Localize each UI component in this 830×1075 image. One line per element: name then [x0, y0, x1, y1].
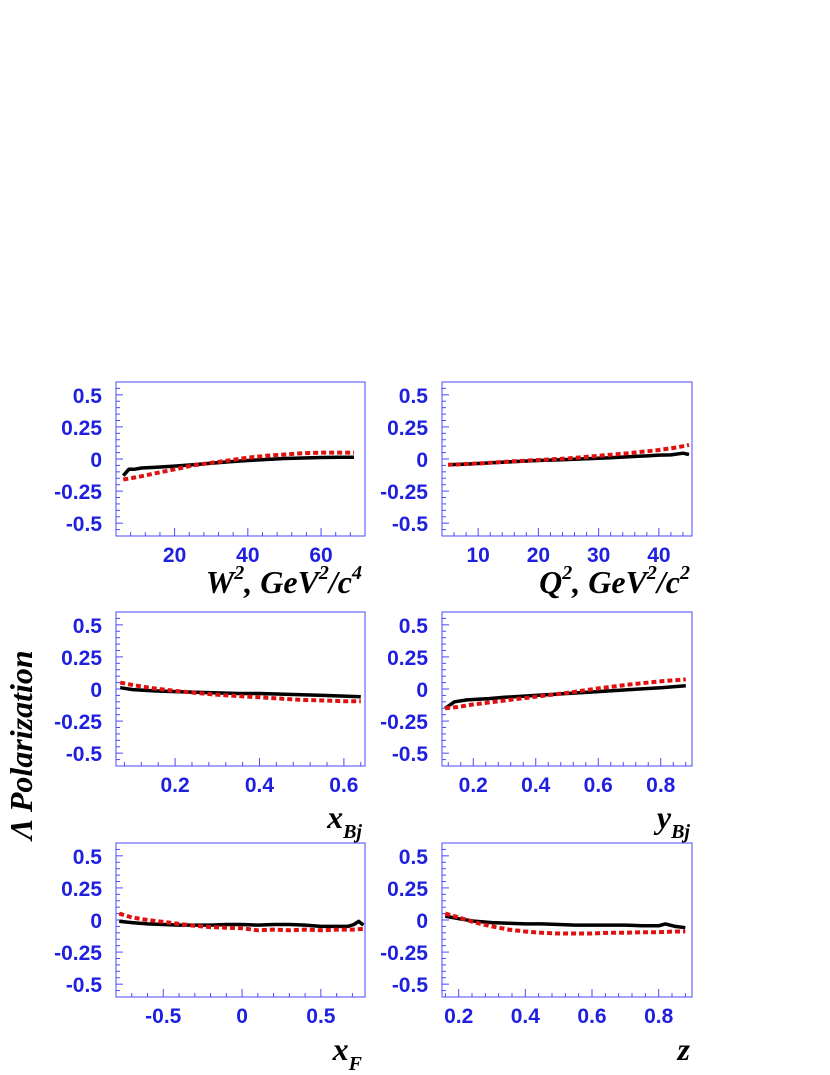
dashed-series-line — [444, 677, 686, 711]
x-axis-label-subscript: Bj — [670, 821, 690, 843]
y-tick-label: -0.25 — [380, 711, 428, 734]
chart-panel-5: 0.5 0.25 0 -0.25 -0.5 -0.5 0 0.5 xF — [54, 842, 366, 1075]
y-tick-label: 0.5 — [73, 615, 103, 638]
y-tick-label: 0.25 — [387, 417, 428, 440]
x-axis-label-base: Q — [539, 564, 562, 600]
y-tick-label: 0.25 — [387, 878, 428, 901]
x-axis-label-unit: , GeV — [243, 564, 321, 600]
x-axis-label-superscript: 4 — [351, 562, 362, 584]
x-axis-label: xBj — [326, 799, 362, 843]
x-axis-label: Q2, GeV2/c2 — [539, 562, 690, 600]
x-tick-label: 0.4 — [245, 774, 275, 797]
y-tick-label: -0.25 — [380, 481, 428, 504]
x-axis-label-subscript: F — [348, 1053, 363, 1075]
x-tick-label: 10 — [466, 544, 489, 567]
solid-series-line — [447, 451, 690, 467]
y-tick-label: 0 — [90, 679, 102, 702]
y-tick-label: 0 — [416, 449, 428, 472]
y-tick-label: -0.25 — [380, 942, 428, 965]
x-tick-label: 0.2 — [444, 1005, 473, 1028]
x-tick-label: -0.5 — [145, 1005, 182, 1028]
x-axis-label-superscript: 2 — [233, 562, 244, 584]
solid-series-line — [119, 685, 361, 699]
x-tick-label: 0.5 — [306, 1005, 336, 1028]
x-axis-label-superscript: 2 — [318, 562, 329, 584]
x-tick-label: 0.2 — [160, 774, 189, 797]
x-tick-label: 0.6 — [329, 774, 358, 797]
dashed-series-line — [118, 911, 364, 933]
y-tick-label: 0 — [416, 679, 428, 702]
y-tick-label: 0 — [416, 910, 428, 933]
y-tick-label: 0.25 — [387, 647, 428, 670]
x-tick-label: 20 — [527, 544, 550, 567]
x-axis-label: xF — [332, 1031, 363, 1075]
x-axis-label-base: x — [332, 1031, 349, 1067]
y-tick-label: -0.5 — [66, 743, 103, 766]
x-axis-label: W2, GeV2/c4 — [206, 562, 362, 600]
solid-series-line — [119, 919, 365, 929]
x-axis-label: yBj — [653, 799, 691, 843]
x-axis-label-unit: /c — [655, 564, 680, 600]
x-axis-label-subscript: Bj — [342, 821, 362, 843]
solid-series-line — [444, 914, 686, 930]
x-axis-label-superscript: 2 — [561, 562, 572, 584]
y-tick-label: -0.5 — [392, 743, 429, 766]
x-axis-label-base: W — [206, 564, 237, 600]
x-tick-label: 0 — [236, 1005, 248, 1028]
dashed-series-line — [119, 680, 361, 704]
y-tick-label: 0.5 — [73, 385, 103, 408]
x-axis-label-superscript: 2 — [646, 562, 657, 584]
y-tick-label: -0.25 — [54, 711, 102, 734]
x-axis-label-unit: /c — [327, 564, 352, 600]
y-tick-label: -0.25 — [54, 942, 102, 965]
y-tick-label: -0.5 — [392, 974, 429, 997]
x-tick-label: 40 — [236, 544, 259, 567]
x-tick-label: 0.4 — [521, 774, 551, 797]
chart-panel-6: 0.5 0.25 0 -0.25 -0.5 0.2 0.4 0.6 0.8z — [380, 842, 693, 1067]
x-axis-label-unit: , GeV — [571, 564, 649, 600]
x-axis-label-base: z — [677, 1031, 691, 1067]
x-tick-label: 0.8 — [646, 774, 676, 797]
y-tick-label: -0.5 — [392, 513, 429, 536]
y-tick-label: 0.25 — [61, 878, 102, 901]
x-axis-label-base: y — [653, 799, 672, 835]
y-tick-label: 0.5 — [399, 846, 429, 869]
x-tick-label: 0.2 — [459, 774, 488, 797]
y-tick-label: 0 — [90, 910, 102, 933]
y-tick-label: -0.5 — [66, 974, 103, 997]
x-tick-label: 40 — [647, 544, 670, 567]
x-tick-label: 0.8 — [644, 1005, 674, 1028]
x-tick-label: 30 — [587, 544, 610, 567]
x-tick-label: 0.6 — [584, 774, 613, 797]
y-tick-label: -0.25 — [54, 481, 102, 504]
y-tick-label: 0.5 — [399, 385, 429, 408]
y-tick-label: 0.5 — [399, 615, 429, 638]
dashed-series-line — [444, 911, 686, 936]
y-tick-label: 0.25 — [61, 417, 102, 440]
y-axis-label: Λ Polarization — [3, 650, 39, 841]
y-tick-label: 0.5 — [73, 846, 103, 869]
x-tick-label: 0.4 — [511, 1005, 541, 1028]
y-tick-label: 0.25 — [61, 647, 102, 670]
x-tick-label: 20 — [163, 544, 186, 567]
x-axis-label: z — [677, 1031, 691, 1067]
x-tick-label: 60 — [309, 544, 332, 567]
dashed-series-line — [122, 450, 354, 482]
y-tick-label: 0 — [90, 449, 102, 472]
x-axis-label-superscript: 2 — [679, 562, 690, 584]
x-tick-label: 0.6 — [577, 1005, 606, 1028]
dashed-series-line — [447, 442, 690, 467]
x-axis-label-base: x — [326, 799, 343, 835]
y-tick-label: -0.5 — [66, 513, 103, 536]
